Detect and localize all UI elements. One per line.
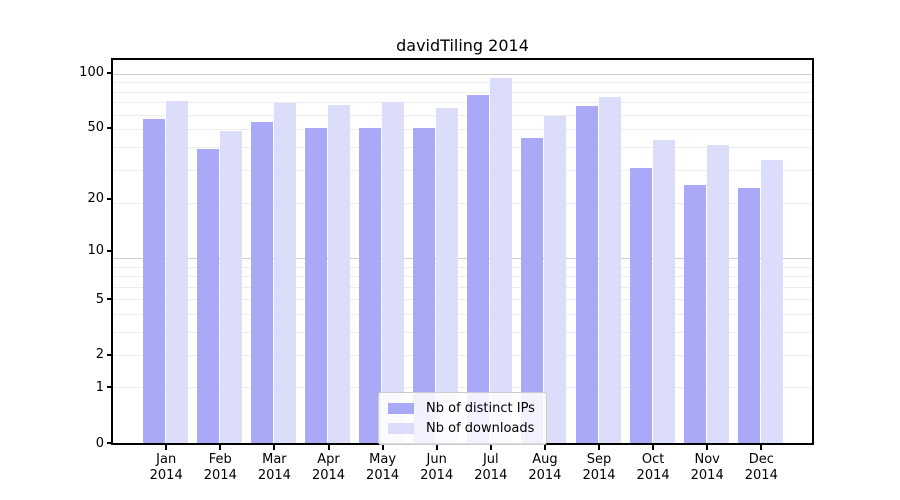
gridline	[113, 91, 812, 93]
bar-downloads-jun	[436, 108, 459, 443]
gridline	[113, 258, 812, 260]
bar-distinct-ips-dec	[737, 188, 760, 443]
x-tick-label: Jun 2014	[420, 452, 454, 483]
y-tick-mark	[107, 71, 112, 74]
y-tick-mark	[107, 126, 112, 129]
x-tick-label: Sep 2014	[582, 452, 616, 483]
gridline	[113, 313, 812, 315]
x-tick-mark	[652, 445, 655, 450]
bar-distinct-ips-feb	[196, 149, 219, 443]
right-spine	[812, 58, 814, 445]
x-tick-mark	[543, 445, 546, 450]
x-tick-mark	[327, 445, 330, 450]
x-tick-label: Feb 2014	[203, 452, 237, 483]
bar-distinct-ips-jan	[142, 118, 165, 443]
x-tick-label: Jul 2014	[474, 452, 508, 483]
y-tick-label: 20	[87, 191, 104, 207]
bar-downloads-aug	[544, 115, 567, 443]
x-tick-label: Mar 2014	[257, 452, 291, 483]
x-tick-mark	[598, 445, 600, 450]
gridline	[113, 299, 812, 301]
top-spine	[111, 58, 814, 60]
bar-distinct-ips-mar	[250, 121, 273, 443]
legend-item-distinct-ips: Nb of distinct IPs	[388, 398, 535, 418]
gridline	[113, 114, 812, 116]
x-tick-mark	[165, 445, 168, 450]
x-tick-mark	[489, 445, 492, 450]
gridline	[113, 73, 812, 75]
chart-title: davidTiling 2014	[396, 36, 529, 55]
x-tick-label: May 2014	[366, 452, 400, 483]
x-tick-label: Jan 2014	[149, 452, 183, 483]
bar-distinct-ips-oct	[629, 167, 652, 443]
gridline	[113, 387, 812, 389]
bar-downloads-jul	[490, 77, 513, 443]
bar-distinct-ips-nov	[683, 184, 706, 443]
bar-downloads-jan	[165, 101, 188, 443]
y-tick-label: 100	[79, 65, 104, 81]
gridline	[113, 170, 812, 172]
bar-downloads-sep	[598, 96, 621, 443]
left-spine	[111, 58, 113, 445]
y-tick-mark	[107, 197, 112, 200]
gridline	[113, 147, 812, 149]
y-tick-label: 0	[95, 435, 104, 451]
legend-swatch-downloads	[388, 422, 414, 434]
legend-swatch-distinct-ips	[388, 402, 414, 414]
bar-downloads-apr	[328, 104, 350, 443]
gridline	[113, 102, 812, 104]
y-tick-mark	[107, 442, 112, 444]
bar-distinct-ips-jul	[467, 94, 490, 443]
bar-distinct-ips-may	[359, 127, 382, 443]
gridline	[113, 286, 812, 288]
bar-downloads-may	[382, 102, 405, 443]
bar-distinct-ips-apr	[305, 127, 327, 443]
y-tick-mark	[107, 353, 112, 356]
x-tick-mark	[760, 445, 763, 450]
x-tick-mark	[273, 445, 276, 450]
bar-downloads-oct	[652, 139, 675, 443]
bar-downloads-feb	[219, 130, 242, 443]
x-tick-label: Oct 2014	[636, 452, 670, 483]
legend-label-distinct-ips: Nb of distinct IPs	[426, 400, 535, 416]
gridline	[113, 354, 812, 356]
gridline	[113, 129, 812, 131]
bar-downloads-dec	[760, 160, 783, 443]
x-tick-mark	[706, 445, 709, 450]
legend: Nb of distinct IPs Nb of downloads	[378, 392, 547, 445]
x-tick-mark	[435, 445, 438, 450]
plot-area	[113, 60, 812, 443]
y-tick-label: 10	[87, 243, 104, 259]
x-tick-label: Aug 2014	[528, 452, 562, 483]
gridline	[113, 82, 812, 84]
y-tick-label: 5	[95, 291, 104, 307]
y-tick-mark	[107, 386, 112, 389]
gridline	[113, 276, 812, 278]
gridline	[113, 202, 812, 204]
y-tick-label: 2	[95, 347, 104, 363]
x-tick-label: Nov 2014	[690, 452, 724, 483]
gridline	[113, 266, 812, 268]
x-tick-mark	[219, 445, 222, 450]
gridline	[113, 331, 812, 333]
bar-distinct-ips-sep	[575, 105, 598, 443]
x-tick-label: Dec 2014	[744, 452, 778, 483]
legend-item-downloads: Nb of downloads	[388, 418, 535, 438]
bar-downloads-mar	[273, 103, 296, 443]
x-tick-mark	[381, 445, 384, 450]
bar-downloads-nov	[706, 145, 729, 443]
y-tick-label: 1	[95, 379, 104, 395]
bar-distinct-ips-jun	[413, 127, 436, 443]
y-tick-label: 50	[87, 120, 104, 136]
x-tick-label: Apr 2014	[311, 452, 346, 483]
legend-label-downloads: Nb of downloads	[426, 420, 535, 436]
y-tick-mark	[107, 249, 112, 252]
y-tick-mark	[107, 298, 112, 301]
bar-distinct-ips-aug	[521, 137, 544, 443]
